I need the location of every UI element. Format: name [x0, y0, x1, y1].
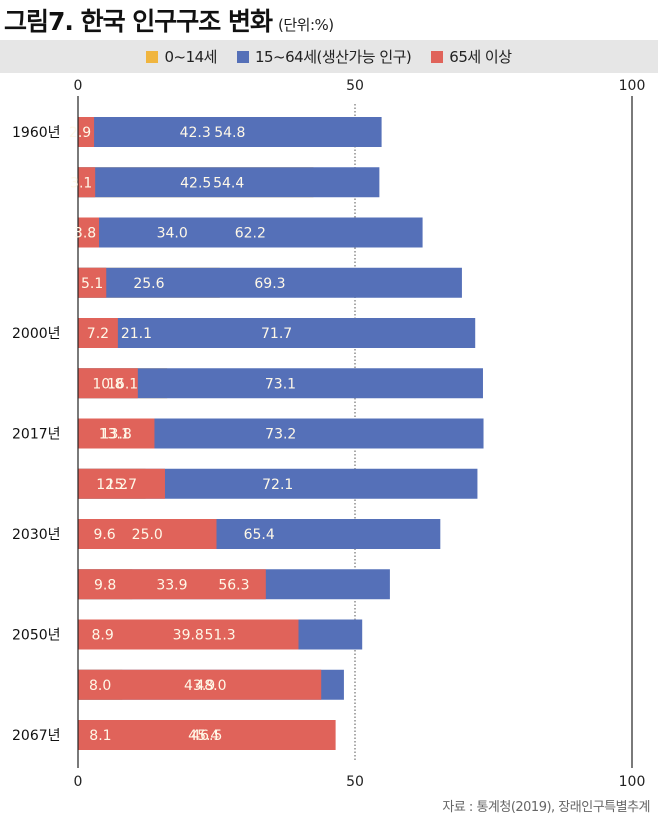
legend-label-0-14: 0~14세 — [164, 48, 217, 66]
value-label: 13.1 — [99, 427, 130, 443]
value-label: 39.8 — [173, 628, 204, 644]
bar-segment-15-64 — [78, 267, 462, 298]
source-note: 자료 : 통계청(2019), 장래인구특별추계 — [442, 800, 650, 815]
value-label: 43.9 — [184, 678, 215, 694]
legend-item-0-14: 0~14세 — [146, 46, 217, 67]
legend-swatch-65-plus — [431, 50, 444, 63]
bar-segment-65-plus — [78, 117, 95, 147]
value-label: 73.1 — [265, 376, 296, 392]
bar-segment-65-plus — [78, 267, 107, 298]
bar-segment-65-plus — [78, 418, 155, 449]
bar-segment-65-plus — [78, 720, 336, 750]
tick-label-top: 50 — [346, 78, 364, 94]
value-label: 42.3 — [180, 125, 211, 141]
bar-segment-15-64 — [78, 217, 423, 248]
axis-layer: 0 0 50 50 100 100 — [74, 78, 646, 790]
bar-segment-65-plus — [78, 318, 118, 348]
value-label: 21.1 — [121, 326, 152, 342]
category-label: 2030년 — [12, 527, 61, 543]
tick-label-top: 0 — [74, 78, 83, 94]
value-label: 62.2 — [235, 226, 266, 242]
value-label: 13.8 — [101, 427, 132, 443]
bar-segment-65-plus — [78, 519, 217, 549]
value-label: 5.1 — [81, 276, 103, 292]
category-label: 2067년 — [12, 728, 61, 744]
tick-label-bottom: 50 — [346, 774, 364, 790]
value-label: 16.1 — [107, 376, 138, 392]
value-label: 34.0 — [157, 226, 188, 242]
bar-segment-65-plus — [78, 468, 165, 499]
value-label: 51.3 — [205, 628, 236, 644]
stacked-bar-chart: 0 0 50 50 100 100 42.3 54.8 2.9 1960년 42.5 54.4 3.1… — [12, 78, 646, 790]
bar-segment-65-plus — [78, 569, 266, 600]
legend-item-15-64: 15~64세(생산가능 인구) — [236, 46, 412, 67]
bar-segment-15-64 — [78, 318, 476, 348]
value-label: 54.4 — [213, 175, 244, 191]
category-label: 1960년 — [12, 125, 61, 141]
value-label: 8.0 — [89, 678, 111, 694]
legend-label-15-64: 15~64세(생산가능 인구) — [254, 48, 412, 66]
legend-label-65-plus: 65세 이상 — [449, 48, 512, 66]
value-label: 72.1 — [262, 477, 293, 493]
value-label: 7.2 — [87, 326, 109, 342]
legend-swatch-0-14 — [146, 50, 159, 63]
value-label: 73.2 — [265, 427, 296, 443]
legend-item-65-plus: 65세 이상 — [431, 46, 512, 67]
value-label: 9.6 — [93, 527, 115, 543]
value-label: 25.0 — [132, 527, 163, 543]
value-label: 3.1 — [70, 175, 92, 191]
value-label: 12.2 — [96, 477, 127, 493]
category-label: 2000년 — [12, 326, 61, 342]
value-label: 45.4 — [188, 728, 219, 744]
value-label: 56.3 — [218, 577, 249, 593]
value-label: 33.9 — [156, 577, 187, 593]
category-label: 2017년 — [12, 427, 61, 443]
unit-label: (단위:%) — [278, 16, 334, 34]
value-label: 71.7 — [261, 326, 292, 342]
bar-segment-15-64 — [78, 117, 382, 147]
value-label: 48.0 — [195, 678, 226, 694]
labels-layer: 42.3 54.8 2.9 1960년 42.5 54.4 3.1 34.0 62.2 3.8 25… — [12, 125, 296, 744]
chart-title-row: 그림7. 한국 인구구조 변화 (단위:%) — [4, 2, 334, 36]
value-label: 8.9 — [92, 628, 114, 644]
value-label: 69.3 — [254, 276, 285, 292]
bar-segment-65-plus — [78, 669, 322, 700]
bar-segment-65-plus — [78, 167, 96, 198]
bar-segment-15-64 — [78, 368, 483, 399]
value-label: 15.7 — [106, 477, 137, 493]
tick-label-bottom: 0 — [74, 774, 83, 790]
value-label: 46.5 — [191, 728, 222, 744]
value-label: 10.8 — [92, 376, 123, 392]
bar-segment-15-64 — [78, 167, 380, 198]
chart-title: 그림7. 한국 인구구조 변화 — [4, 7, 273, 36]
value-label: 3.8 — [74, 226, 96, 242]
value-label: 65.4 — [244, 527, 275, 543]
bar-segment-65-plus — [78, 217, 100, 248]
value-label: 42.5 — [180, 175, 211, 191]
value-label: 25.6 — [133, 276, 164, 292]
value-label: 2.9 — [69, 125, 91, 141]
bar-segment-65-plus — [78, 368, 138, 399]
tick-label-top: 100 — [619, 78, 646, 94]
value-label: 8.1 — [89, 728, 111, 744]
tick-label-bottom: 100 — [619, 774, 646, 790]
bars-layer — [78, 117, 484, 750]
legend-swatch-15-64 — [236, 50, 249, 63]
category-label: 2050년 — [12, 628, 61, 644]
value-label: 54.8 — [214, 125, 245, 141]
value-label: 9.8 — [94, 577, 116, 593]
bar-segment-65-plus — [78, 619, 299, 650]
legend: 0~14세 15~64세(생산가능 인구) 65세 이상 — [0, 40, 658, 73]
